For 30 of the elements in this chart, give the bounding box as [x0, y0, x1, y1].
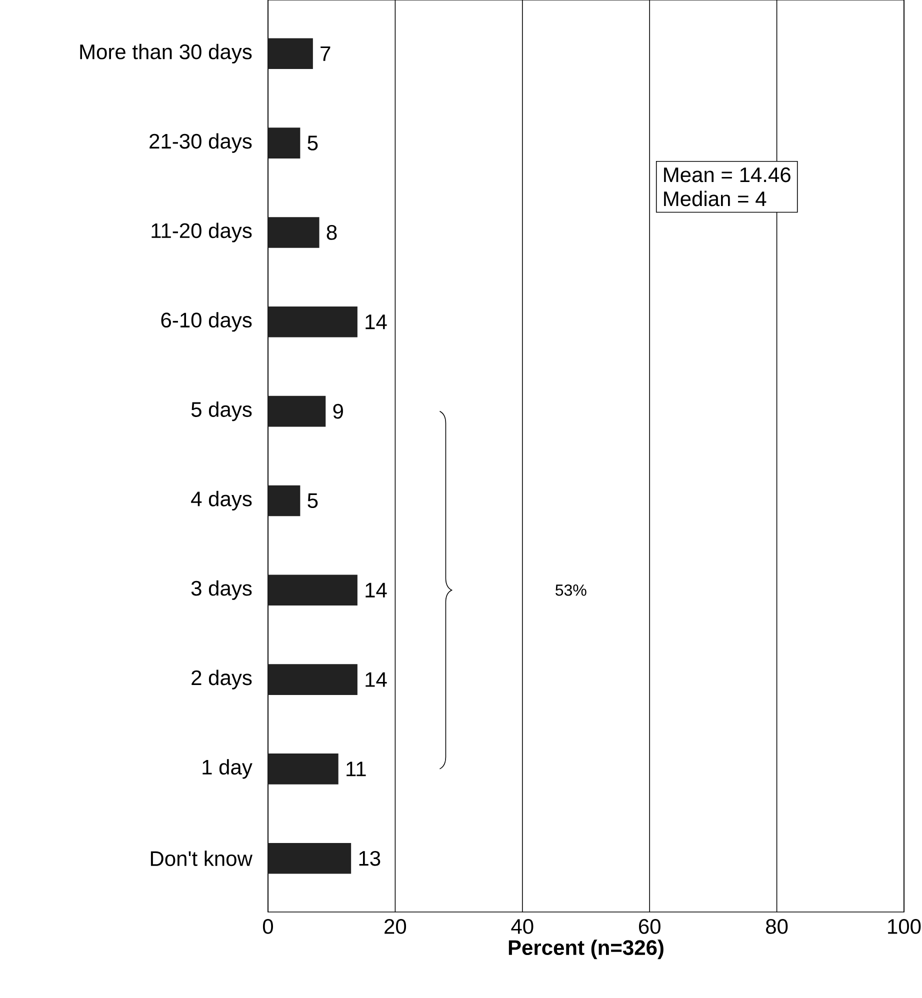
y-tick-label: 5 days [191, 402, 252, 422]
x-axis-title: Percent (n=326) [508, 940, 664, 960]
data-label: 9 [333, 404, 343, 419]
annotation: 53% [556, 584, 586, 596]
data-label: 5 [308, 493, 318, 508]
data-label: 7 [320, 46, 330, 61]
y-tick-label: 11-20 days [152, 222, 252, 242]
data-label: 11 [346, 762, 366, 776]
data-label: 14 [366, 314, 387, 330]
y-tick-label: More than 30 days [80, 44, 252, 64]
data-label: 14 [366, 582, 387, 598]
y-tick-label: 4 days [191, 490, 252, 510]
x-tick-label: 0 [262, 919, 274, 934]
x-tick-label: 100 [888, 919, 921, 934]
x-tick-label: 40 [511, 919, 534, 934]
data-label: 8 [326, 225, 337, 240]
y-tick-label: 1 day [202, 759, 252, 779]
data-label: 13 [359, 850, 380, 866]
data-label: 14 [366, 672, 387, 687]
y-tick-label: 21-30 days [150, 133, 252, 153]
y-tick-label: 2 days [192, 670, 252, 690]
x-tick-label: 20 [384, 919, 406, 934]
annotation: Median = 4 [664, 190, 766, 206]
annotation: Mean = 14.46 [664, 167, 790, 182]
y-tick-label: 3 days [191, 580, 252, 600]
x-tick-label: 80 [766, 919, 788, 934]
y-tick-label: 6-10 days [161, 312, 252, 332]
data-label: 5 [308, 136, 318, 150]
y-tick-label: Don't know [150, 850, 252, 866]
x-tick-label: 60 [638, 919, 660, 934]
